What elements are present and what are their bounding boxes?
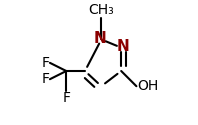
Text: OH: OH <box>138 79 159 93</box>
Text: F: F <box>42 56 50 70</box>
Text: N: N <box>93 31 106 46</box>
Text: N: N <box>117 39 129 54</box>
Text: F: F <box>62 91 70 105</box>
Text: F: F <box>42 72 50 86</box>
Text: CH₃: CH₃ <box>89 3 114 17</box>
